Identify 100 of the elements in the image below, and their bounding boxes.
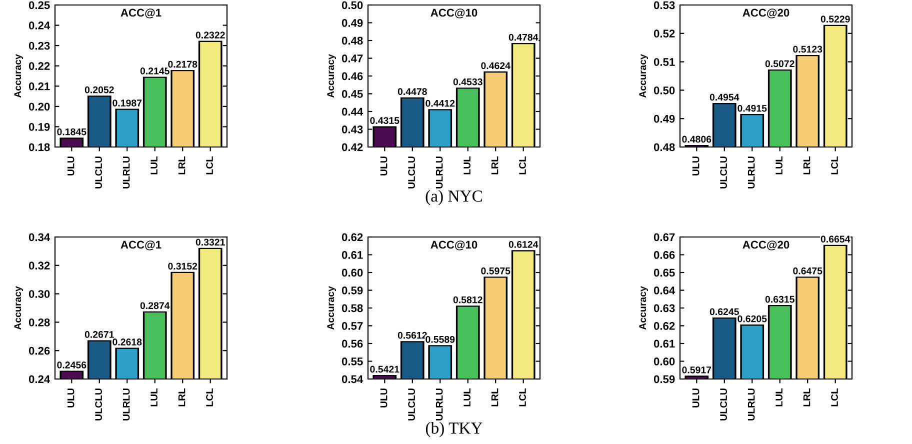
y-tick-label: 0.45 <box>342 90 363 98</box>
x-tick-label: LRL <box>491 388 498 406</box>
data-label: 0.4624 <box>481 62 510 70</box>
y-tick-label: 0.30 <box>28 290 50 298</box>
y-axis-title: Accuracy <box>327 286 336 330</box>
y-tick-label: 0.62 <box>342 233 363 242</box>
data-label: 0.4315 <box>370 117 400 124</box>
data-label: 0.2618 <box>112 338 142 346</box>
y-tick-label: 0.49 <box>654 114 675 123</box>
data-label: 0.6315 <box>765 296 794 303</box>
x-tick-label: LRL <box>803 156 810 174</box>
y-tick-label: 0.43 <box>342 126 363 134</box>
x-tick-label: ULCLU <box>95 156 102 188</box>
y-tick-label: 0.34 <box>28 233 50 242</box>
y-axis-title: Accuracy <box>14 286 23 330</box>
data-label: 0.4533 <box>453 78 482 86</box>
data-label: 0.6205 <box>738 315 767 322</box>
x-tick-label: ULRLU <box>122 388 130 420</box>
y-tick-label: 0.51 <box>654 58 675 66</box>
x-tick-label: LUL <box>464 388 470 406</box>
data-label: 0.4412 <box>426 100 455 107</box>
y-tick-label: 0.55 <box>342 358 363 366</box>
chart-title: ACC@20 <box>742 8 790 18</box>
x-tick-label: LRL <box>803 388 810 406</box>
y-tick-label: 0.46 <box>342 72 363 80</box>
y-tick-label: 0.62 <box>654 322 675 330</box>
data-label: 0.3152 <box>168 262 198 270</box>
text: (a) NYC <box>426 190 482 206</box>
y-tick-label: 0.63 <box>654 304 675 312</box>
x-tick-label: ULU <box>380 156 388 176</box>
y-tick-label: 0.47 <box>342 54 363 62</box>
x-tick-label: LCL <box>519 388 526 406</box>
data-label: 0.5812 <box>453 296 482 304</box>
x-tick-label: LCL <box>206 388 213 406</box>
data-label: 0.2456 <box>57 362 86 368</box>
x-tick-label: ULCLU <box>95 388 102 420</box>
y-tick-label: 0.42 <box>342 143 363 152</box>
x-tick-label: ULCLU <box>720 156 727 188</box>
data-label: 0.2671 <box>84 331 114 338</box>
x-tick-label: ULRLU <box>748 388 755 420</box>
data-label: 0.1987 <box>112 100 142 106</box>
data-label: 0.1845 <box>57 128 86 136</box>
x-tick-label: LCL <box>519 156 526 174</box>
x-tick-label: LUL <box>776 156 782 174</box>
data-label: 0.6245 <box>710 308 739 316</box>
y-tick-label: 0.66 <box>654 251 675 259</box>
x-tick-label: ULU <box>67 156 74 176</box>
data-label: 0.2874 <box>140 302 170 310</box>
x-tick-label: LCL <box>831 388 838 406</box>
y-tick-label: 0.65 <box>654 268 675 277</box>
data-label: 0.5123 <box>793 46 822 53</box>
y-tick-label: 0.26 <box>28 346 50 355</box>
y-tick-label: 0.57 <box>342 322 363 330</box>
x-tick-label: ULCLU <box>408 156 415 188</box>
y-tick-label: 0.58 <box>342 304 363 312</box>
y-tick-label: 0.53 <box>654 1 675 10</box>
y-tick-label: 0.23 <box>28 42 50 50</box>
y-axis-title: Accuracy <box>639 54 648 98</box>
data-label: 0.4478 <box>398 88 427 96</box>
chart-title: ACC@20 <box>742 240 790 250</box>
y-tick-label: 0.52 <box>654 30 675 38</box>
x-tick-label: ULCLU <box>408 388 415 420</box>
y-axis-title: Accuracy <box>327 54 336 98</box>
y-tick-label: 0.50 <box>342 1 363 10</box>
data-label: 0.2052 <box>84 86 114 94</box>
y-tick-label: 0.49 <box>342 19 363 27</box>
data-label: 0.6124 <box>508 240 538 248</box>
x-tick-label: ULCLU <box>720 388 727 420</box>
data-label: 0.4954 <box>710 94 740 101</box>
data-label: 0.5917 <box>682 366 712 374</box>
y-axis-title: Accuracy <box>14 54 23 98</box>
text: (b) TKY <box>426 422 482 438</box>
data-label: 0.6654 <box>820 236 850 243</box>
data-label: 0.6475 <box>793 267 822 274</box>
x-tick-label: ULRLU <box>436 156 443 188</box>
x-tick-label: ULRLU <box>436 388 443 420</box>
y-tick-label: 0.61 <box>654 340 675 348</box>
y-tick-label: 0.22 <box>28 62 50 70</box>
y-tick-label: 0.32 <box>28 262 50 270</box>
y-tick-label: 0.54 <box>342 375 364 384</box>
x-tick-label: LRL <box>178 156 186 174</box>
y-tick-label: 0.50 <box>654 86 675 94</box>
y-tick-label: 0.56 <box>342 340 363 348</box>
x-tick-label: LUL <box>776 388 782 406</box>
y-tick-label: 0.19 <box>28 122 50 131</box>
x-tick-label: LUL <box>150 388 158 406</box>
x-tick-label: ULU <box>692 388 700 408</box>
y-tick-label: 0.59 <box>654 375 675 384</box>
x-tick-label: LCL <box>831 156 838 174</box>
x-tick-label: ULRLU <box>122 156 130 188</box>
data-label: 0.2322 <box>196 32 225 39</box>
data-label: 0.5975 <box>481 267 510 274</box>
data-label: 0.2178 <box>168 60 198 68</box>
x-tick-label: ULU <box>692 156 700 176</box>
data-label: 0.2145 <box>140 68 170 74</box>
x-tick-label: ULU <box>67 388 74 408</box>
y-tick-label: 0.44 <box>342 108 364 116</box>
chart-title: ACC@1 <box>120 240 162 250</box>
data-label: 0.5072 <box>765 60 794 68</box>
data-label: 0.4915 <box>738 104 767 112</box>
